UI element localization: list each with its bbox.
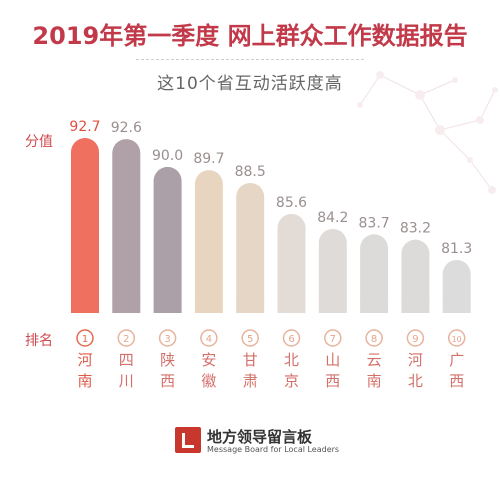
- value-label: 88.5: [235, 164, 266, 180]
- bar-河北: [401, 239, 430, 313]
- category-label: 云: [367, 351, 382, 369]
- bar-base: [360, 299, 389, 313]
- rank-circle: [200, 329, 218, 347]
- rank-label: 1: [82, 334, 88, 345]
- rank-label: 3: [164, 334, 170, 345]
- value-label: 92.6: [111, 120, 142, 136]
- rank-circle: [365, 329, 383, 347]
- category-label: 西: [160, 372, 175, 390]
- rank-circle: [117, 329, 136, 347]
- rank-label: 7: [330, 334, 336, 345]
- category-label: 肃: [243, 372, 258, 390]
- site-logo: 地方领导留言板 Message Board for Local Leaders: [175, 425, 355, 461]
- page-title: 2019年第一季度 网上群众工作数据报告: [32, 22, 468, 50]
- category-label: 川: [119, 372, 134, 390]
- bar-云南: [360, 234, 389, 313]
- rank-axis-label: 排名: [25, 333, 53, 349]
- bar-四川: [112, 139, 141, 313]
- value-label: 85.6: [276, 195, 307, 211]
- bar-chart: 92.71河南92.62四川90.03陕西89.74安徽88.55甘肃85.66…: [69, 119, 472, 390]
- rank-circle: [76, 329, 94, 347]
- rank-circle: [241, 329, 259, 347]
- bar-山西: [318, 228, 347, 313]
- category-label: 京: [284, 372, 299, 390]
- value-label: 92.7: [69, 119, 100, 135]
- bar-安徽: [194, 170, 223, 313]
- page-subtitle: 这10个省互动活跃度高: [157, 74, 343, 94]
- category-label: 广: [449, 351, 464, 369]
- category-label: 南: [367, 372, 382, 390]
- value-axis-label: 分值: [25, 134, 53, 150]
- bar-base: [318, 299, 347, 313]
- bar-河南: [71, 138, 99, 313]
- rank-label: 5: [247, 334, 253, 345]
- category-label: 西: [449, 372, 464, 390]
- bar-陕西: [153, 166, 182, 313]
- bar-北京: [277, 213, 306, 313]
- value-label: 81.3: [441, 241, 472, 257]
- rank-circle: [158, 329, 177, 347]
- rank-circle: [447, 329, 466, 347]
- value-label: 83.2: [400, 221, 431, 237]
- category-label: 甘: [243, 351, 258, 369]
- category-label: 南: [77, 372, 92, 390]
- bar-base: [401, 299, 430, 313]
- title-divider: [136, 59, 364, 60]
- category-label: 徽: [201, 372, 216, 390]
- bar-base: [153, 299, 182, 313]
- category-label: 陕: [160, 351, 175, 369]
- category-label: 河: [408, 351, 423, 369]
- logo-tagline: Message Board for Local Leaders: [207, 445, 340, 454]
- rank-label: 9: [412, 334, 418, 345]
- category-label: 北: [284, 351, 299, 369]
- rank-label: 4: [206, 334, 212, 345]
- category-label: 四: [119, 351, 134, 369]
- rank-circle: [324, 329, 342, 347]
- category-label: 安: [201, 351, 216, 369]
- bar-base: [236, 299, 265, 313]
- category-label: 河: [77, 351, 92, 369]
- rank-circle: [406, 329, 425, 347]
- category-label: 山: [325, 351, 340, 369]
- rank-label: 2: [123, 334, 129, 345]
- category-label: 北: [408, 372, 423, 390]
- bar-base: [194, 299, 223, 313]
- category-label: 西: [325, 372, 340, 390]
- logo-mark-icon: [175, 427, 201, 453]
- value-label: 83.7: [359, 215, 390, 231]
- logo-name: 地方领导留言板: [207, 428, 313, 446]
- value-label: 84.2: [317, 210, 348, 226]
- rank-label: 10: [452, 335, 462, 344]
- value-label: 90.0: [152, 148, 183, 164]
- value-label: 89.7: [193, 151, 224, 167]
- rank-circle: [282, 329, 301, 347]
- bar-base: [442, 299, 471, 313]
- bar-甘肃: [236, 182, 265, 313]
- bar-base: [277, 299, 306, 313]
- rank-label: 8: [371, 334, 377, 345]
- bar-base: [71, 299, 99, 313]
- rank-label: 6: [288, 334, 294, 345]
- bar-base: [112, 299, 141, 313]
